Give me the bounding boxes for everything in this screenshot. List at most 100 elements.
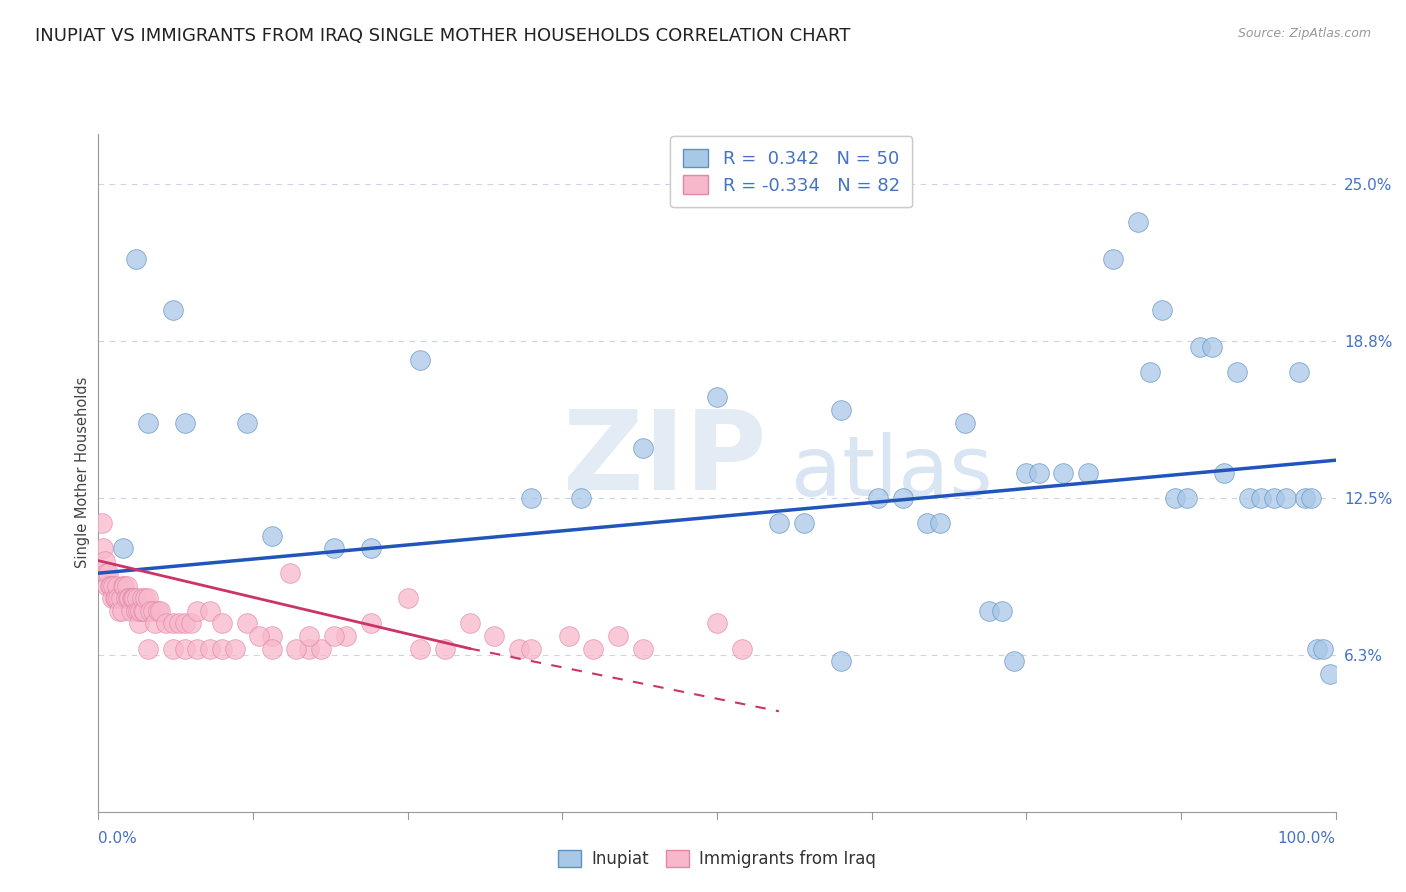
- Point: [97, 566, 120, 581]
- Point: [1102, 252, 1125, 267]
- Point: [260, 641, 283, 656]
- Point: [143, 616, 166, 631]
- Point: [1126, 215, 1149, 229]
- Point: [1015, 466, 1038, 480]
- Point: [557, 629, 579, 643]
- Point: [180, 616, 202, 631]
- Point: [124, 604, 146, 618]
- Point: [127, 604, 149, 618]
- Point: [122, 591, 145, 606]
- Point: [108, 604, 131, 618]
- Point: [167, 616, 190, 631]
- Point: [582, 641, 605, 656]
- Point: [91, 516, 114, 530]
- Point: [186, 604, 208, 618]
- Point: [94, 566, 117, 581]
- Point: [136, 416, 159, 430]
- Point: [433, 641, 456, 656]
- Point: [1188, 340, 1211, 354]
- Point: [162, 302, 184, 317]
- Point: [110, 591, 132, 606]
- Legend: R =  0.342   N = 50, R = -0.334   N = 82: R = 0.342 N = 50, R = -0.334 N = 82: [671, 136, 912, 207]
- Point: [360, 616, 382, 631]
- Point: [111, 604, 134, 618]
- Point: [409, 641, 432, 656]
- Point: [112, 579, 135, 593]
- Text: atlas: atlas: [792, 433, 993, 513]
- Point: [1175, 491, 1198, 505]
- Point: [1052, 466, 1074, 480]
- Point: [706, 391, 728, 405]
- Point: [103, 579, 125, 593]
- Point: [866, 491, 889, 505]
- Point: [917, 516, 939, 530]
- Point: [322, 541, 344, 555]
- Point: [1201, 340, 1223, 354]
- Text: INUPIAT VS IMMIGRANTS FROM IRAQ SINGLE MOTHER HOUSEHOLDS CORRELATION CHART: INUPIAT VS IMMIGRANTS FROM IRAQ SINGLE M…: [35, 27, 851, 45]
- Point: [1275, 491, 1298, 505]
- Point: [409, 352, 432, 367]
- Point: [793, 516, 815, 530]
- Point: [285, 641, 308, 656]
- Point: [124, 252, 146, 267]
- Point: [134, 604, 156, 618]
- Point: [93, 554, 115, 568]
- Point: [134, 591, 156, 606]
- Point: [198, 604, 221, 618]
- Point: [174, 641, 197, 656]
- Point: [260, 528, 283, 542]
- Point: [891, 491, 914, 505]
- Text: 100.0%: 100.0%: [1278, 831, 1336, 846]
- Point: [1319, 666, 1341, 681]
- Point: [162, 616, 184, 631]
- Point: [569, 491, 592, 505]
- Point: [990, 604, 1012, 618]
- Point: [1288, 365, 1310, 379]
- Point: [1263, 491, 1285, 505]
- Point: [121, 591, 143, 606]
- Point: [1002, 654, 1025, 668]
- Point: [1299, 491, 1322, 505]
- Point: [132, 604, 155, 618]
- Point: [260, 629, 283, 643]
- Point: [631, 441, 654, 455]
- Point: [211, 641, 233, 656]
- Point: [107, 591, 129, 606]
- Point: [149, 604, 172, 618]
- Point: [360, 541, 382, 555]
- Point: [396, 591, 419, 606]
- Point: [174, 416, 197, 430]
- Point: [211, 616, 233, 631]
- Point: [1226, 365, 1249, 379]
- Point: [247, 629, 270, 643]
- Point: [768, 516, 790, 530]
- Point: [309, 641, 332, 656]
- Y-axis label: Single Mother Households: Single Mother Households: [75, 377, 90, 568]
- Point: [508, 641, 530, 656]
- Point: [128, 616, 150, 631]
- Point: [236, 616, 259, 631]
- Point: [928, 516, 950, 530]
- Point: [1306, 641, 1329, 656]
- Point: [146, 604, 169, 618]
- Point: [1237, 491, 1260, 505]
- Point: [96, 579, 118, 593]
- Point: [131, 591, 153, 606]
- Text: ZIP: ZIP: [564, 406, 766, 513]
- Point: [100, 579, 122, 593]
- Point: [631, 641, 654, 656]
- Point: [1164, 491, 1187, 505]
- Point: [1250, 491, 1272, 505]
- Point: [142, 604, 165, 618]
- Point: [520, 491, 543, 505]
- Point: [186, 641, 208, 656]
- Point: [124, 591, 146, 606]
- Point: [322, 629, 344, 643]
- Point: [979, 604, 1001, 618]
- Point: [278, 566, 301, 581]
- Point: [112, 541, 135, 555]
- Legend: Inupiat, Immigrants from Iraq: Inupiat, Immigrants from Iraq: [551, 843, 883, 875]
- Point: [129, 604, 152, 618]
- Point: [93, 541, 115, 555]
- Point: [1139, 365, 1161, 379]
